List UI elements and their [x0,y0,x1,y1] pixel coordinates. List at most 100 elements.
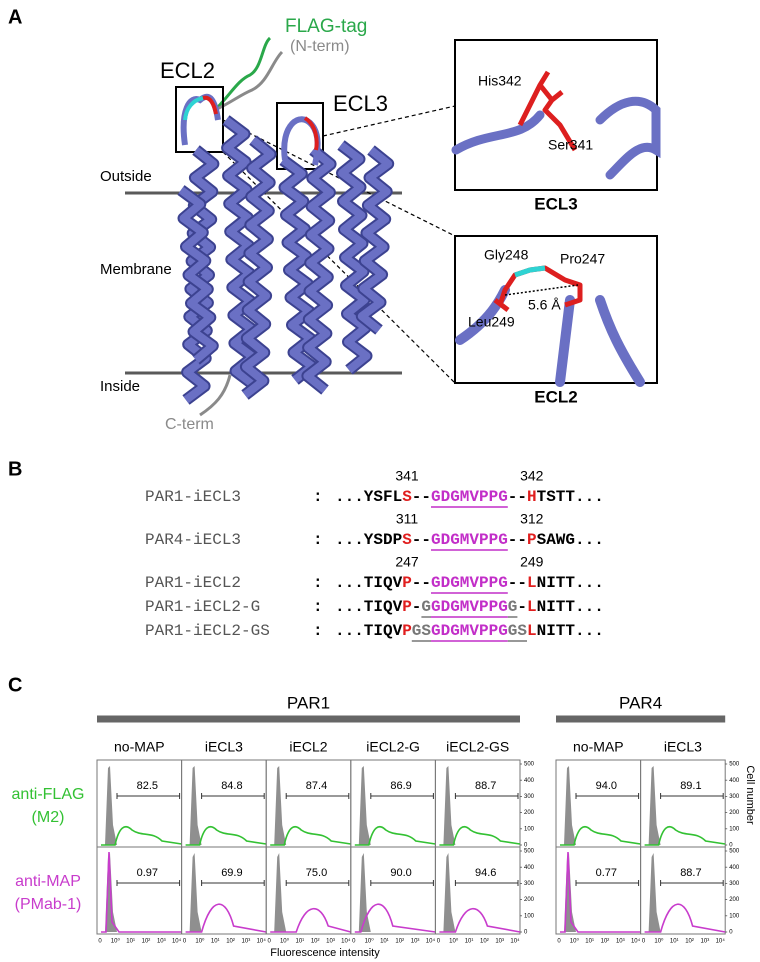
separator: : [313,574,323,592]
sample-histogram [439,907,521,933]
gate-percentage: 69.9 [221,867,242,879]
gate-percentage: 82.5 [137,780,158,792]
control-histogram [105,766,117,845]
x-tick-label: 10⁰ [365,938,375,945]
sample-histogram [644,903,726,933]
sequence-segment: P [402,574,412,592]
group-label: PAR1 [287,693,330,712]
row-sublabel: (PMab-1) [15,896,82,913]
zoom-ribbon [451,96,661,180]
column-label: iECL2-G [366,739,420,755]
sequence-segment: GDGMVPPG [431,598,508,616]
x-tick-label: 10³ [157,939,166,945]
y-tick-label: 400 [524,778,535,784]
x-tick-label: 10¹ [211,939,220,945]
x-tick-label: 0 [352,939,356,945]
sequence-segment: G [421,598,431,616]
y-tick-label: 100 [729,913,740,919]
residue-number: 341 [395,468,419,484]
x-tick-label: 10⁰ [654,938,664,945]
gate-percentage: 87.4 [306,780,327,792]
y-tick-label: 300 [524,794,535,800]
residue-number: 312 [520,511,544,527]
column-label: iECL2 [289,739,327,755]
control-histogram [274,766,287,845]
helix [303,146,335,394]
outside-label: Outside [100,168,152,185]
residue-label: Ser341 [548,137,593,153]
y-tick-label: 0 [729,930,733,936]
panel-a-art [125,36,661,417]
y-tick-label: 500 [729,762,740,768]
residue-sticks [517,70,578,152]
x-axis-label: Fluorescence intensity [270,947,380,959]
zoom-title: ECL3 [534,194,577,213]
x-tick-label: 0 [557,939,561,945]
column-label: no-MAP [114,739,165,755]
row-label: anti-FLAG [12,786,85,803]
separator: : [313,622,323,640]
sample-histogram [644,826,726,846]
gate-percentage: 90.0 [390,867,411,879]
sequence-segment: P [402,622,412,640]
group-label: PAR4 [619,693,662,712]
sequence-segment: S [402,531,412,549]
control-histogram [358,766,371,845]
loop [303,116,319,151]
y-tick-label: 300 [524,881,535,887]
control-histogram [189,766,202,845]
y-tick-label: 500 [524,762,535,768]
control-histogram [648,853,661,932]
y-tick-label: 0 [524,930,528,936]
helix [241,136,275,399]
loop [183,96,204,121]
helix [178,186,217,364]
x-tick-label: 10⁰ [280,938,290,945]
x-tick-label: 10⁰ [449,938,459,945]
helix [357,146,393,334]
x-tick-label: 10² [142,939,151,945]
x-tick-label: 10¹ [296,939,305,945]
sequence-segment: - [517,598,527,616]
x-tick-label: 10³ [326,939,335,945]
x-tick-label: 0 [642,939,646,945]
residue-label: Gly248 [484,247,529,263]
c-term-chain [199,374,232,417]
control-histogram [443,853,456,932]
sequence-segment: -- [412,574,431,592]
x-tick-label: 10⁴ [426,938,436,945]
sequence-segment: GDGMVPPG [431,622,508,640]
sequence-segment: P [402,598,412,616]
sequence-segment: -- [508,488,527,506]
x-tick-label: 10¹ [585,939,594,945]
y-tick-label: 400 [729,778,740,784]
ecl3-label: ECL3 [333,91,388,116]
sequence-name: PAR4-iECL3 [145,531,241,549]
residue-label: Pro247 [560,251,605,267]
residue-number: 249 [520,554,544,570]
sequence-name: PAR1-iECL3 [145,488,241,506]
sample-histogram [354,826,436,846]
sequence-segment: SAWG... [537,531,604,549]
row-sublabel: (M2) [32,809,65,826]
sequence-segment: GDGMVPPG [431,531,508,549]
sample-histogram [354,903,436,933]
sample-histogram [560,851,641,933]
y-tick-label: 100 [524,826,535,832]
sequence-segment: G [508,598,518,616]
glycine-stick [514,265,546,278]
column-label: iECL3 [205,739,243,755]
gate-percentage: 86.9 [390,780,411,792]
sample-histogram [270,826,351,846]
control-histogram [274,853,287,932]
y-tick-label: 500 [524,849,535,855]
sequence-name: PAR1-iECL2-GS [145,622,270,640]
ecl2-label: ECL2 [160,58,215,83]
sequence-segment: -- [412,531,431,549]
histogram-frame [640,846,726,935]
residue-number: 342 [520,468,544,484]
gate-percentage: 88.7 [475,780,496,792]
y-tick-label: 300 [729,794,740,800]
sequence-segment: ...YSDP [335,531,402,549]
gate-percentage: 84.8 [221,780,242,792]
